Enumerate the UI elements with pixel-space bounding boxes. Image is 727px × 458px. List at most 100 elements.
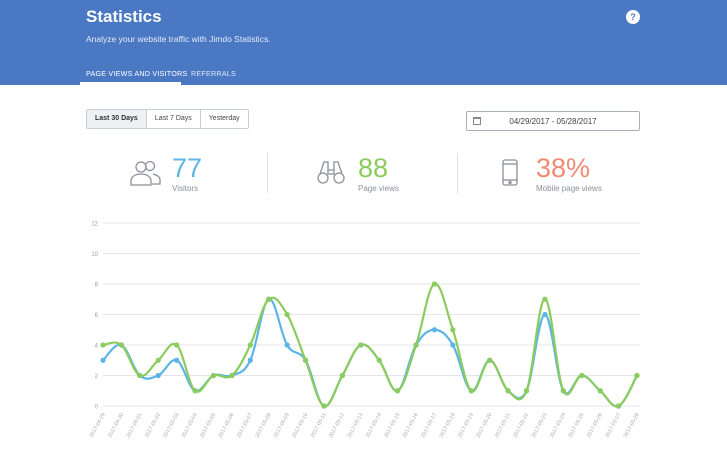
page-views-data-point[interactable] xyxy=(100,342,106,348)
page-views-data-point[interactable] xyxy=(229,372,235,379)
yesterday-button[interactable]: Yesterday xyxy=(200,110,248,128)
page-views-data-point[interactable] xyxy=(266,296,272,302)
x-tick-label: 2017-05-15 xyxy=(383,412,401,439)
x-tick-label: 2017-05-21 xyxy=(494,412,512,439)
page-views-data-point[interactable] xyxy=(321,403,327,409)
page-views-data-point[interactable] xyxy=(302,357,309,363)
y-tick-label: 8 xyxy=(95,283,99,289)
mobile-page-views-label: Mobile page views xyxy=(536,184,602,193)
stat-mobile-page-views: 38% Mobile page views xyxy=(500,150,640,200)
range-selector: Last 30 Days Last 7 Days Yesterday xyxy=(86,109,249,129)
x-tick-label: 2017-05-27 xyxy=(604,412,622,439)
page-views-data-point[interactable] xyxy=(210,372,217,379)
x-tick-label: 2017-05-03 xyxy=(162,412,180,439)
tab-referrals[interactable]: REFERRALS xyxy=(191,69,236,78)
stat-page-views: 88 Page views xyxy=(316,150,426,200)
page-title: Statistics xyxy=(86,7,162,26)
page-views-data-point[interactable] xyxy=(284,311,290,318)
mobile-page-views-percent: 38% xyxy=(536,153,591,183)
users-icon xyxy=(130,160,161,186)
x-tick-label: 2017-05-17 xyxy=(420,412,438,439)
x-tick-label: 2017-05-28 xyxy=(623,412,641,439)
stat-divider xyxy=(457,153,458,193)
visitors-data-point[interactable] xyxy=(155,372,161,379)
x-tick-label: 2017-05-19 xyxy=(457,412,475,439)
page-views-data-point[interactable] xyxy=(579,372,585,379)
x-tick-label: 2017-05-02 xyxy=(144,412,162,439)
last-30-days-button[interactable]: Last 30 Days xyxy=(87,110,147,128)
y-tick-label: 0 xyxy=(95,405,99,411)
page-views-data-point[interactable] xyxy=(118,342,125,348)
x-tick-label: 2017-04-30 xyxy=(107,412,125,439)
x-tick-label: 2017-05-14 xyxy=(365,412,383,439)
x-tick-label: 2017-05-10 xyxy=(291,412,309,439)
calendar-icon xyxy=(473,117,481,125)
stat-divider xyxy=(267,153,268,193)
x-tick-label: 2017-05-07 xyxy=(236,412,254,439)
x-tick-label: 2017-05-09 xyxy=(273,412,291,439)
y-tick-label: 10 xyxy=(91,252,98,258)
x-tick-label: 2017-05-22 xyxy=(512,412,530,439)
stat-visitors: 77 Visitors xyxy=(128,150,238,200)
page-views-data-point[interactable] xyxy=(468,388,474,394)
active-tab-indicator xyxy=(80,82,181,85)
visitors-data-point[interactable] xyxy=(431,327,438,333)
page-views-data-point[interactable] xyxy=(542,296,548,302)
page-views-data-point[interactable] xyxy=(615,403,622,409)
y-tick-label: 2 xyxy=(95,374,99,380)
x-tick-label: 2017-05-26 xyxy=(586,412,604,439)
y-tick-label: 4 xyxy=(95,344,99,350)
page-views-data-point[interactable] xyxy=(247,342,253,348)
visitors-data-point[interactable] xyxy=(247,357,253,363)
page-subtitle: Analyze your website traffic with Jimdo … xyxy=(86,34,271,44)
page-views-data-point[interactable] xyxy=(192,388,198,394)
x-tick-label: 2017-05-06 xyxy=(218,412,236,439)
help-icon[interactable]: ? xyxy=(626,10,640,24)
page-views-data-point[interactable] xyxy=(155,357,161,363)
x-tick-label: 2017-05-12 xyxy=(328,412,346,439)
x-tick-label: 2017-05-25 xyxy=(567,412,585,439)
x-tick-label: 2017-05-24 xyxy=(549,412,567,439)
y-tick-label: 12 xyxy=(91,222,98,228)
y-tick-label: 6 xyxy=(95,313,99,319)
page-views-data-point[interactable] xyxy=(376,357,382,363)
x-tick-label: 2017-05-04 xyxy=(181,412,199,439)
visitors-data-point[interactable] xyxy=(542,311,548,318)
page-views-data-point[interactable] xyxy=(634,372,640,379)
x-tick-label: 2017-05-05 xyxy=(199,412,217,439)
page-views-data-point[interactable] xyxy=(413,342,419,348)
visitors-count: 77 xyxy=(172,153,203,183)
page-views-data-point[interactable] xyxy=(487,357,493,363)
x-tick-label: 2017-05-16 xyxy=(402,412,420,439)
page-views-data-point[interactable] xyxy=(431,281,438,287)
page-views-data-point[interactable] xyxy=(358,342,364,348)
page-views-label: Page views xyxy=(358,184,399,193)
visitors-data-point[interactable] xyxy=(450,342,456,348)
traffic-line-chart: 0 2 4 6 8 10 12 2017-04-29 2017-04-30 2017-05-01… xyxy=(89,222,641,439)
page-views-data-point[interactable] xyxy=(450,327,456,333)
visitors-data-point[interactable] xyxy=(100,357,106,363)
page-views-data-point[interactable] xyxy=(505,388,511,394)
visitors-data-point[interactable] xyxy=(284,342,290,348)
visitors-data-point[interactable] xyxy=(174,357,180,363)
page-views-data-point[interactable] xyxy=(395,388,401,394)
page-views-data-point[interactable] xyxy=(174,342,180,348)
date-range-picker[interactable]: 04/29/2017 - 05/28/2017 xyxy=(466,111,640,131)
date-range-value: 04/29/2017 - 05/28/2017 xyxy=(509,117,597,126)
page-views-data-point[interactable] xyxy=(339,372,345,379)
page-views-data-point[interactable] xyxy=(137,372,143,379)
last-7-days-button[interactable]: Last 7 Days xyxy=(146,110,201,128)
x-tick-label: 2017-04-29 xyxy=(89,412,107,439)
x-tick-label: 2017-05-23 xyxy=(531,412,549,439)
x-tick-label: 2017-05-18 xyxy=(439,412,457,439)
x-tick-label: 2017-05-20 xyxy=(475,412,493,439)
x-tick-label: 2017-05-08 xyxy=(254,412,272,439)
page-views-data-point[interactable] xyxy=(560,388,566,394)
x-tick-label: 2017-05-13 xyxy=(347,412,365,439)
x-tick-label: 2017-05-11 xyxy=(310,412,328,438)
tab-page-views-and-visitors[interactable]: PAGE VIEWS AND VISITORS xyxy=(86,69,188,78)
page-views-data-point[interactable] xyxy=(523,388,530,394)
page-views-data-point[interactable] xyxy=(597,388,603,394)
page-views-count: 88 xyxy=(358,153,389,183)
x-tick-label: 2017-05-01 xyxy=(126,412,144,439)
